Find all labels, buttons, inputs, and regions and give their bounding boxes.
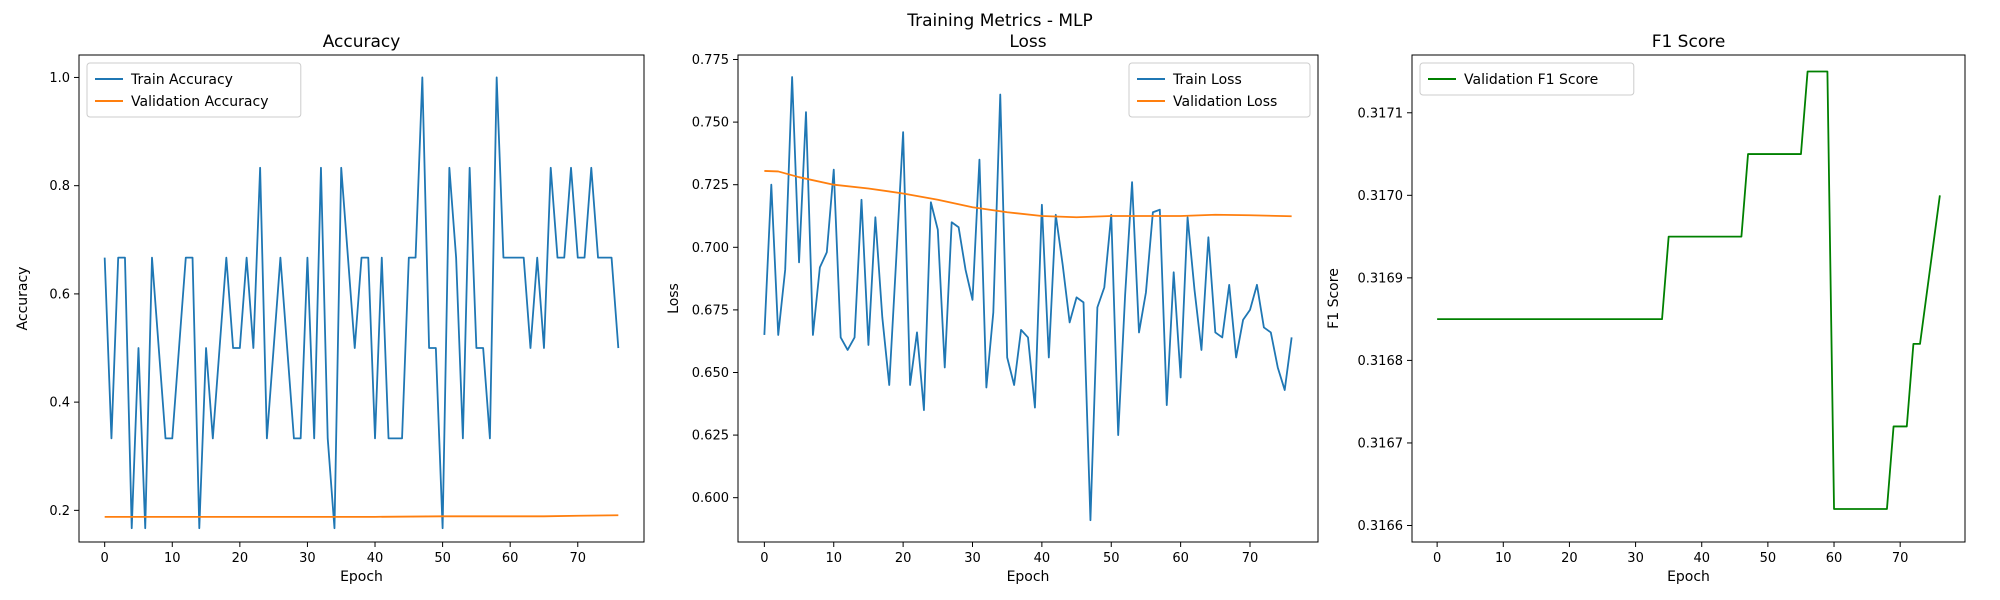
loss-ytick-label: 0.675: [692, 303, 729, 318]
f1-xtick-label: 0: [1433, 551, 1441, 566]
loss-ytick-label: 0.650: [692, 366, 729, 381]
loss-xtick-label: 70: [1242, 551, 1259, 566]
loss-legend: Train Loss Validation Loss: [1128, 62, 1311, 118]
accuracy-panel: Accuracy 0 10 20 30 40 50 60 70 0.2 0.4 0.6 0.8 1.0 Ep…: [15, 32, 645, 585]
loss-ytick-label: 0.625: [692, 429, 729, 444]
loss-xtick-label: 60: [1172, 551, 1189, 566]
loss-title: Loss: [1009, 32, 1046, 52]
f1-ylabel: F1 Score: [1326, 268, 1342, 329]
f1-legend-box: [1419, 62, 1635, 96]
accuracy-xtick-label: 30: [299, 551, 316, 566]
f1-panel: F1 Score 0 10 20 30 40 50 60 70 0.3166 0.3167 0.316…: [1326, 32, 1966, 585]
f1-ytick-label: 0.3169: [1358, 271, 1404, 286]
f1-xtick-label: 50: [1760, 551, 1777, 566]
f1-xtick-label: 10: [1495, 551, 1512, 566]
f1-series-validation-f1-score: [1437, 70, 1941, 510]
f1-title: F1 Score: [1652, 32, 1726, 52]
accuracy-ytick-label: 0.8: [49, 179, 70, 194]
accuracy-legend-label: Train Accuracy: [130, 72, 233, 88]
f1-xtick-label: 40: [1693, 551, 1710, 566]
f1-axes-frame: [1411, 54, 1966, 543]
accuracy-ylabel: Accuracy: [15, 267, 31, 331]
accuracy-axes-frame: [78, 54, 645, 543]
loss-legend-label: Validation Loss: [1173, 94, 1277, 110]
f1-ytick-label: 0.3166: [1358, 519, 1404, 534]
accuracy-xtick-label: 70: [569, 551, 586, 566]
loss-ytick-label: 0.600: [692, 491, 729, 506]
loss-xtick-label: 20: [895, 551, 912, 566]
loss-ytick-label: 0.725: [692, 178, 729, 193]
loss-ytick-label: 0.775: [692, 53, 729, 68]
loss-panel: Loss 0 10 20 30 40 50 60 70 0.600 0.625 0.650 0.675 0…: [666, 32, 1319, 585]
accuracy-ytick-label: 0.6: [49, 287, 70, 302]
loss-xtick-label: 10: [825, 551, 842, 566]
accuracy-series-train-accuracy: [103, 76, 620, 530]
loss-xtick-label: 40: [1034, 551, 1051, 566]
accuracy-ytick-label: 0.2: [49, 504, 70, 519]
accuracy-xtick-label: 10: [164, 551, 181, 566]
f1-legend: Validation F1 Score: [1419, 62, 1635, 96]
loss-axes-frame: [737, 54, 1319, 543]
accuracy-xtick-label: 60: [502, 551, 519, 566]
loss-ytick-label: 0.750: [692, 116, 729, 131]
f1-xlabel: Epoch: [1667, 569, 1710, 585]
accuracy-legend-box: [86, 62, 302, 118]
f1-ytick-label: 0.3170: [1358, 189, 1404, 204]
accuracy-ytick-label: 1.0: [49, 71, 70, 86]
accuracy-legend: Train Accuracy Validation Accuracy: [86, 62, 302, 118]
loss-series-train-loss: [763, 76, 1293, 522]
loss-legend-label: Train Loss: [1172, 72, 1242, 88]
accuracy-xtick-label: 40: [367, 551, 384, 566]
accuracy-title: Accuracy: [323, 32, 401, 52]
loss-ytick-label: 0.700: [692, 241, 729, 256]
loss-xtick-label: 30: [964, 551, 981, 566]
accuracy-xlabel: Epoch: [340, 569, 383, 585]
accuracy-series-validation-accuracy: [104, 514, 619, 518]
f1-legend-label: Validation F1 Score: [1464, 72, 1598, 88]
f1-ytick-label: 0.3167: [1358, 436, 1404, 451]
f1-xtick-label: 20: [1561, 551, 1578, 566]
f1-ytick-label: 0.3171: [1358, 106, 1404, 121]
accuracy-xtick-label: 0: [101, 551, 109, 566]
loss-legend-box: [1128, 62, 1311, 118]
loss-series-validation-loss: [764, 170, 1292, 219]
accuracy-xtick-label: 20: [232, 551, 249, 566]
accuracy-legend-label: Validation Accuracy: [131, 94, 269, 110]
accuracy-ytick-label: 0.4: [49, 396, 70, 411]
loss-xlabel: Epoch: [1007, 569, 1050, 585]
f1-xtick-label: 60: [1826, 551, 1843, 566]
figure-suptitle: Training Metrics - MLP: [906, 11, 1093, 31]
accuracy-xtick-label: 50: [434, 551, 451, 566]
f1-xtick-label: 30: [1627, 551, 1644, 566]
loss-ylabel: Loss: [666, 283, 682, 314]
f1-ytick-label: 0.3168: [1358, 354, 1404, 369]
loss-xtick-label: 50: [1103, 551, 1120, 566]
f1-xtick-label: 70: [1892, 551, 1909, 566]
loss-xtick-label: 0: [760, 551, 768, 566]
